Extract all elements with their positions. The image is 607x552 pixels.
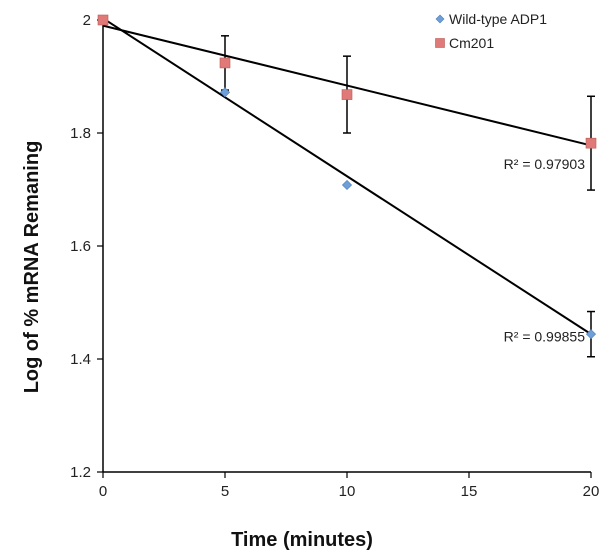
error-bars — [221, 35, 595, 358]
cm201-point — [585, 137, 597, 149]
x-tick-label: 20 — [583, 483, 600, 500]
legend: Wild-type ADP1 Cm201 — [435, 11, 547, 51]
y-tick-label: 1.4 — [70, 351, 91, 368]
legend-marker — [435, 14, 445, 24]
cm201-point — [97, 14, 109, 26]
wild-type-point — [585, 329, 597, 340]
wild-type-point — [341, 179, 353, 191]
data-markers — [97, 14, 597, 340]
y-tick-label: 1.6 — [70, 238, 91, 255]
axes: 1.21.41.61.820 5 10 15 20 — [70, 12, 599, 500]
wild-type-point — [219, 87, 231, 98]
r2-labels: R² = 0.99855 R² = 0.97903 — [504, 156, 586, 344]
cm201-r2-label: R² = 0.97903 — [504, 156, 586, 172]
x-tick-label: 0 — [99, 483, 107, 500]
legend-label: Cm201 — [449, 35, 494, 51]
x-axis-title: Time (minutes) — [231, 529, 373, 551]
wild-type-r2-label: R² = 0.99855 — [504, 328, 586, 344]
y-tick-label: 1.2 — [70, 464, 91, 481]
cm201-point — [219, 57, 231, 69]
y-tick-label: 1.8 — [70, 125, 91, 142]
y-tick-label: 2 — [83, 12, 91, 29]
legend-label: Wild-type ADP1 — [449, 11, 547, 27]
x-tick-label: 15 — [461, 483, 478, 500]
cm201-point — [341, 89, 353, 100]
legend-item-wild-type: Wild-type ADP1 — [435, 11, 547, 27]
legend-item-cm201: Cm201 — [435, 35, 494, 51]
x-tick-label: 10 — [339, 483, 356, 500]
legend-marker — [435, 38, 445, 48]
wild-type-trendline — [102, 17, 592, 335]
y-axis-title: Log of % mRNA Remaning — [21, 141, 43, 394]
x-tick-label: 5 — [221, 483, 229, 500]
